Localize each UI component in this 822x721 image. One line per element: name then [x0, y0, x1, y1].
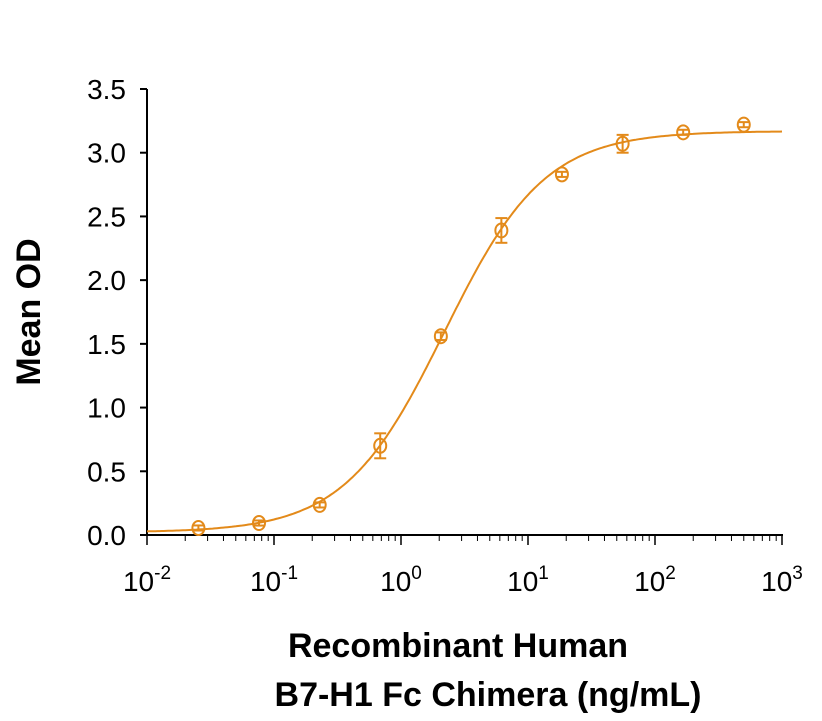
- x-axis-title-line-1: Recombinant Human: [288, 627, 628, 665]
- data-point: [736, 116, 751, 133]
- y-tick-label: 1.5: [87, 329, 126, 360]
- x-tick-exponent: -1: [281, 563, 298, 584]
- point-marker: [191, 519, 206, 536]
- x-axis-title-line-2: B7-H1 Fc Chimera (ng/mL): [275, 676, 702, 714]
- x-ticks: 10-2 10-1 100 101 102 103: [123, 535, 803, 597]
- data-point: [252, 515, 267, 532]
- y-tick-label: 1.0: [87, 393, 126, 424]
- y-tick-label: 0.0: [87, 520, 126, 551]
- point-marker: [433, 328, 448, 345]
- x-tick-label: 102: [634, 563, 676, 597]
- x-tick-base: 10: [507, 566, 538, 597]
- point-marker: [373, 437, 388, 454]
- y-tick-label: 2.0: [87, 265, 126, 296]
- data-point: [676, 124, 691, 141]
- x-tick-exponent: 2: [665, 563, 676, 584]
- x-tick-base: 10: [250, 566, 281, 597]
- data-point: [554, 166, 569, 183]
- point-marker: [252, 515, 267, 532]
- y-tick-label: 2.5: [87, 201, 126, 232]
- x-tick-label: 10-1: [250, 563, 298, 597]
- x-tick-base: 10: [634, 566, 665, 597]
- x-tick-label: 101: [507, 563, 549, 597]
- data-point: [494, 217, 509, 244]
- y-tick-label: 3.5: [87, 74, 126, 105]
- x-tick-label: 100: [380, 563, 422, 597]
- y-axis-title: Mean OD: [10, 238, 48, 385]
- x-tick-label: 103: [761, 563, 803, 597]
- y-tick-label: 3.0: [87, 138, 126, 169]
- x-tick-exponent: 0: [411, 563, 422, 584]
- point-marker: [676, 124, 691, 141]
- point-marker: [554, 166, 569, 183]
- axes: [146, 89, 783, 536]
- x-tick-base: 10: [380, 566, 411, 597]
- x-tick-base: 10: [123, 566, 154, 597]
- point-marker: [312, 496, 327, 513]
- point-marker: [736, 116, 751, 133]
- x-tick-label: 10-2: [123, 563, 171, 597]
- y-ticks: 0.0 0.5 1.0 1.5 2.0 2.5 3.0 3.5: [87, 74, 147, 551]
- x-tick-base: 10: [761, 566, 792, 597]
- y-tick-label: 0.5: [87, 456, 126, 487]
- x-tick-exponent: -2: [154, 563, 171, 584]
- point-marker: [494, 222, 509, 239]
- data-point: [373, 432, 388, 460]
- point-marker: [615, 135, 630, 152]
- data-points: [191, 116, 751, 536]
- data-point: [615, 133, 630, 154]
- data-point: [312, 496, 327, 513]
- data-point: [191, 519, 206, 536]
- data-point: [433, 328, 448, 345]
- x-tick-exponent: 1: [538, 563, 549, 584]
- fit-curve: [146, 130, 783, 533]
- x-tick-exponent: 3: [792, 563, 803, 584]
